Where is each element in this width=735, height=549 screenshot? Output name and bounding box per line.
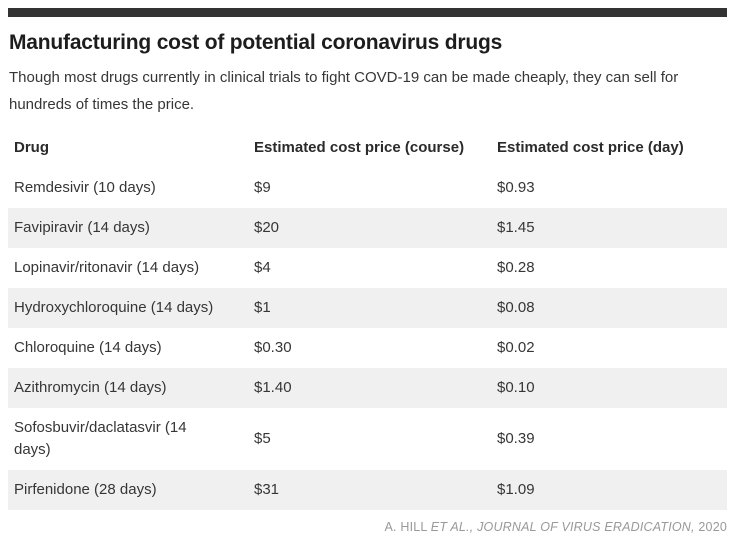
table-header-row: Drug Estimated cost price (course) Estim… [8, 135, 727, 168]
column-header-cost-course: Estimated cost price (course) [254, 139, 465, 156]
course-price-cell: $5 [254, 430, 271, 447]
table-row: Sofosbuvir/daclatasvir (14 days) $5 $0.3… [8, 408, 727, 470]
page-title: Manufacturing cost of potential coronavi… [9, 31, 503, 54]
drug-cell: Pirfenidone (28 days) [14, 481, 157, 498]
day-price-cell: $1.09 [497, 481, 535, 498]
course-price-cell: $0.30 [254, 339, 292, 356]
source-year: 2020 [694, 520, 727, 534]
course-price-cell: $31 [254, 481, 280, 498]
course-price-cell: $20 [254, 219, 280, 236]
source-author: A. HILL [384, 520, 431, 534]
source-citation: ET AL., JOURNAL OF VIRUS ERADICATION, [430, 520, 695, 534]
drug-cell: Favipiravir (14 days) [14, 219, 150, 236]
day-price-cell: $0.93 [497, 179, 535, 196]
table-row: Favipiravir (14 days) $20 $1.45 [8, 208, 727, 248]
day-price-cell: $0.02 [497, 339, 535, 356]
column-header-cost-day: Estimated cost price (day) [497, 139, 684, 156]
course-price-cell: $1 [254, 299, 271, 316]
table-row: Lopinavir/ritonavir (14 days) $4 $0.28 [8, 248, 727, 288]
day-price-cell: $0.28 [497, 259, 535, 276]
drug-cell: Lopinavir/ritonavir (14 days) [14, 259, 200, 276]
drug-cell: Remdesivir (10 days) [14, 179, 156, 196]
source-credit: A. HILL ET AL., JOURNAL OF VIRUS ERADICA… [8, 519, 727, 535]
drug-cell: Chloroquine (14 days) [14, 339, 162, 356]
course-price-cell: $1.40 [254, 379, 292, 396]
top-accent-bar [8, 8, 727, 17]
graphic-container: Manufacturing cost of potential coronavi… [8, 8, 727, 535]
course-price-cell: $9 [254, 179, 271, 196]
table-body: Remdesivir (10 days) $9 $0.93 Favipiravi… [8, 168, 727, 510]
table-row: Chloroquine (14 days) $0.30 $0.02 [8, 328, 727, 368]
table-row: Pirfenidone (28 days) $31 $1.09 [8, 470, 727, 510]
course-price-cell: $4 [254, 259, 271, 276]
drug-cell: Azithromycin (14 days) [14, 379, 167, 396]
drug-cost-table: Drug Estimated cost price (course) Estim… [8, 135, 727, 510]
table-row: Remdesivir (10 days) $9 $0.93 [8, 168, 727, 208]
day-price-cell: $0.08 [497, 299, 535, 316]
drug-cell: Hydroxychloroquine (14 days) [14, 299, 214, 316]
drug-cell: Sofosbuvir/daclatasvir (14 days) [14, 419, 187, 458]
page-subtitle: Though most drugs currently in clinical … [9, 69, 679, 113]
column-header-drug: Drug [14, 139, 49, 156]
table-row: Hydroxychloroquine (14 days) $1 $0.08 [8, 288, 727, 328]
day-price-cell: $1.45 [497, 219, 535, 236]
table-row: Azithromycin (14 days) $1.40 $0.10 [8, 368, 727, 408]
day-price-cell: $0.39 [497, 430, 535, 447]
day-price-cell: $0.10 [497, 379, 535, 396]
